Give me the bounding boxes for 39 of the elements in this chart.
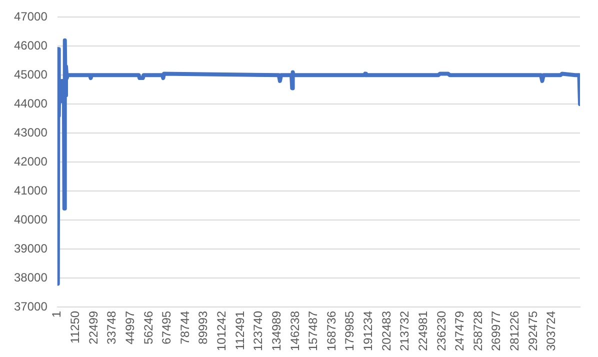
y-tick-label: 38000: [14, 270, 48, 284]
x-tick-label: 157487: [306, 310, 320, 352]
x-tick-label: 202483: [379, 310, 394, 352]
y-tick-label: 46000: [14, 38, 48, 52]
y-tick-label: 39000: [14, 241, 48, 256]
x-tick-label: 179985: [342, 310, 357, 352]
x-tick-label: 1: [50, 310, 64, 318]
x-tick-label: 146238: [288, 310, 302, 352]
x-tick-label: 101242: [214, 310, 229, 352]
x-tick-label: 89993: [196, 310, 210, 344]
x-tick-label: 112491: [232, 310, 247, 350]
x-tick-label: 22499: [86, 310, 100, 344]
x-tick-label: 67495: [160, 310, 174, 344]
y-tick-label: 40000: [14, 212, 48, 226]
y-tick-label: 43000: [14, 125, 48, 140]
x-tick-label: 303724: [544, 310, 558, 352]
x-tick-label: 78744: [178, 310, 192, 344]
x-tick-label: 123740: [251, 310, 266, 352]
y-tick-label: 47000: [14, 10, 48, 24]
x-tick-label: 258728: [470, 310, 485, 352]
x-tick-label: 292475: [526, 310, 540, 352]
x-tick-label: 281226: [508, 310, 522, 352]
y-tick-label: 41000: [14, 183, 48, 198]
x-tick-label: 191234: [361, 310, 376, 352]
x-tick-label: 134989: [269, 310, 284, 352]
x-tick-label: 33748: [104, 310, 119, 344]
x-tick-label: 224981: [416, 310, 430, 352]
x-tick-label: 44997: [122, 310, 137, 344]
x-tick-label: 213732: [398, 310, 412, 352]
x-tick-label: 247479: [452, 310, 467, 352]
x-tick-label: 168736: [324, 310, 338, 352]
y-tick-label: 45000: [14, 67, 48, 82]
x-tick-label: 236230: [434, 310, 448, 352]
y-tick-label: 44000: [14, 96, 48, 110]
y-tick-label: 42000: [14, 154, 48, 168]
y-tick-label: 37000: [14, 299, 48, 314]
x-tick-label: 269977: [489, 310, 504, 352]
x-tick-label: 11250: [68, 310, 82, 344]
x-tick-label: 56246: [141, 310, 156, 344]
